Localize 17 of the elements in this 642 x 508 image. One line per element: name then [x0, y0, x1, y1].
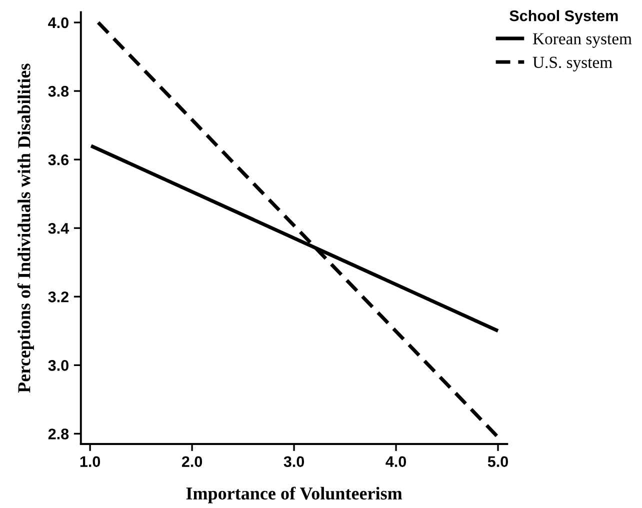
y-tick-label: 3.8	[48, 86, 69, 97]
y-tick-label: 3.2	[48, 292, 68, 302]
y-tick-label: 2.8	[48, 428, 69, 440]
y-tick-label: 3.4	[48, 222, 70, 234]
y-tick-label: 3.0	[48, 360, 68, 371]
y-axis-title: Perceptions of Individuals with Disabilities	[17, 64, 34, 393]
x-tick-label: 1.0	[80, 456, 100, 468]
legend-label: U.S. system	[532, 56, 612, 72]
x-tick-label: 3.0	[284, 456, 304, 468]
y-tick-label: 4.0	[48, 17, 68, 28]
legend-title: School System	[510, 10, 618, 24]
x-tick-label: 5.0	[488, 456, 508, 468]
y-tick-label: 3.6	[48, 154, 69, 166]
x-tick-label: 2.0	[182, 456, 202, 468]
x-axis-title: Importance of Volunteerism	[186, 486, 402, 504]
legend-label: Korean system	[532, 33, 632, 48]
x-tick-label: 4.0	[386, 456, 406, 468]
